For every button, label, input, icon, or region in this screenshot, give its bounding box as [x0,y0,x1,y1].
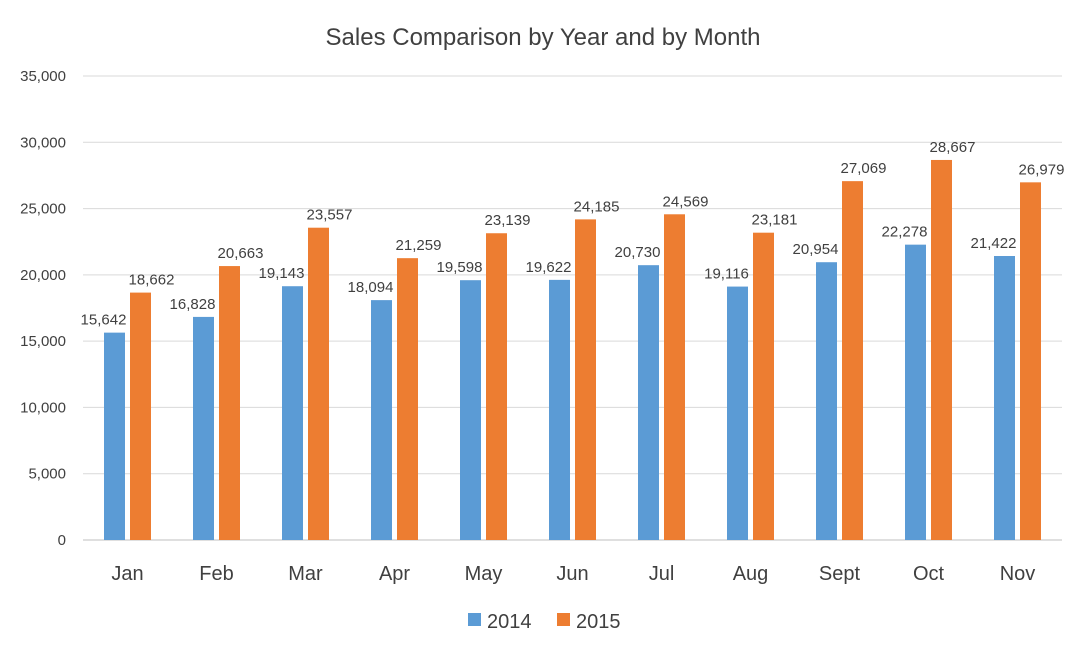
bar-2014-jul [638,265,659,540]
data-label: 19,598 [437,259,483,276]
data-label: 23,557 [307,207,353,224]
y-tick-label: 35,000 [20,68,66,85]
data-label: 20,954 [793,241,839,258]
data-label: 24,185 [574,198,620,215]
data-label: 20,730 [615,244,661,261]
bar-2015-aug [753,232,774,541]
data-label: 21,259 [396,237,442,254]
bar-2015-jun [575,219,596,540]
bar-2015-oct [931,159,952,540]
x-tick-label: Jul [649,563,675,585]
x-tick-label: Jan [111,563,143,585]
bar-2015-sept [842,181,863,540]
bar-2014-jun [549,279,570,540]
data-label: 23,181 [752,212,798,229]
x-tick-label: Mar [288,563,323,585]
x-tick-label: May [465,563,503,585]
data-label: 22,278 [882,224,928,241]
data-label: 27,069 [841,160,887,177]
x-tick-label: Aug [733,563,769,585]
data-label: 18,662 [129,272,175,289]
y-tick-label: 0 [58,532,66,549]
data-label: 21,422 [971,235,1017,252]
y-axis-ticks: 0 5,000 10,000 15,000 20,000 25,000 30,000 35,0… [20,68,66,549]
bar-2014-aug [727,286,748,540]
x-tick-label: Sept [819,563,861,585]
data-labels: 15,642 18,662 16,828 20,663 19,143 23,557 18,0… [81,139,1065,329]
bar-2015-nov [1020,182,1041,540]
data-label: 23,139 [485,212,531,229]
bar-2014-jan [104,332,125,540]
bar-2015-jan [130,292,151,540]
data-label: 19,622 [526,259,572,276]
y-tick-label: 20,000 [20,267,66,284]
bar-2014-mar [282,286,303,540]
data-label: 26,979 [1019,161,1065,178]
y-tick-label: 10,000 [20,399,66,416]
bar-2014-feb [193,316,214,540]
bar-2015-apr [397,258,418,540]
x-tick-label: Oct [913,563,945,585]
bar-2014-sept [816,262,837,540]
chart-title: Sales Comparison by Year and by Month [326,24,761,51]
y-tick-label: 30,000 [20,134,66,151]
data-label: 20,663 [218,245,264,262]
x-axis-ticks: Jan Feb Mar Apr May Jun Jul Aug Sept Oct Nov [111,563,1035,585]
data-label: 16,828 [170,296,216,313]
bar-2014-may [460,280,481,540]
x-tick-label: Nov [1000,563,1036,585]
bars [104,159,1041,541]
data-label: 19,143 [259,265,305,282]
bar-2014-oct [905,244,926,541]
legend-swatch-2014 [468,613,481,626]
bar-2015-may [486,233,507,540]
bar-2014-apr [371,300,392,540]
bar-2015-mar [308,227,329,541]
legend-label: 2014 [487,611,532,633]
data-label: 24,569 [663,193,709,210]
bar-2015-jul [664,214,685,540]
y-tick-label: 25,000 [20,201,66,218]
x-tick-label: Feb [199,563,233,585]
data-label: 28,667 [930,139,976,156]
legend-label: 2015 [576,611,621,633]
x-tick-label: Apr [379,563,410,585]
y-tick-label: 5,000 [28,466,66,483]
legend: 2014 2015 [468,611,621,633]
bar-2015-feb [219,266,240,540]
x-tick-label: Jun [556,563,588,585]
data-label: 19,116 [704,266,749,283]
y-tick-label: 15,000 [20,333,66,350]
gridlines [83,75,1062,541]
data-label: 15,642 [81,312,127,329]
legend-swatch-2015 [557,613,570,626]
data-label: 18,094 [348,279,394,296]
bar-2014-nov [994,256,1015,540]
